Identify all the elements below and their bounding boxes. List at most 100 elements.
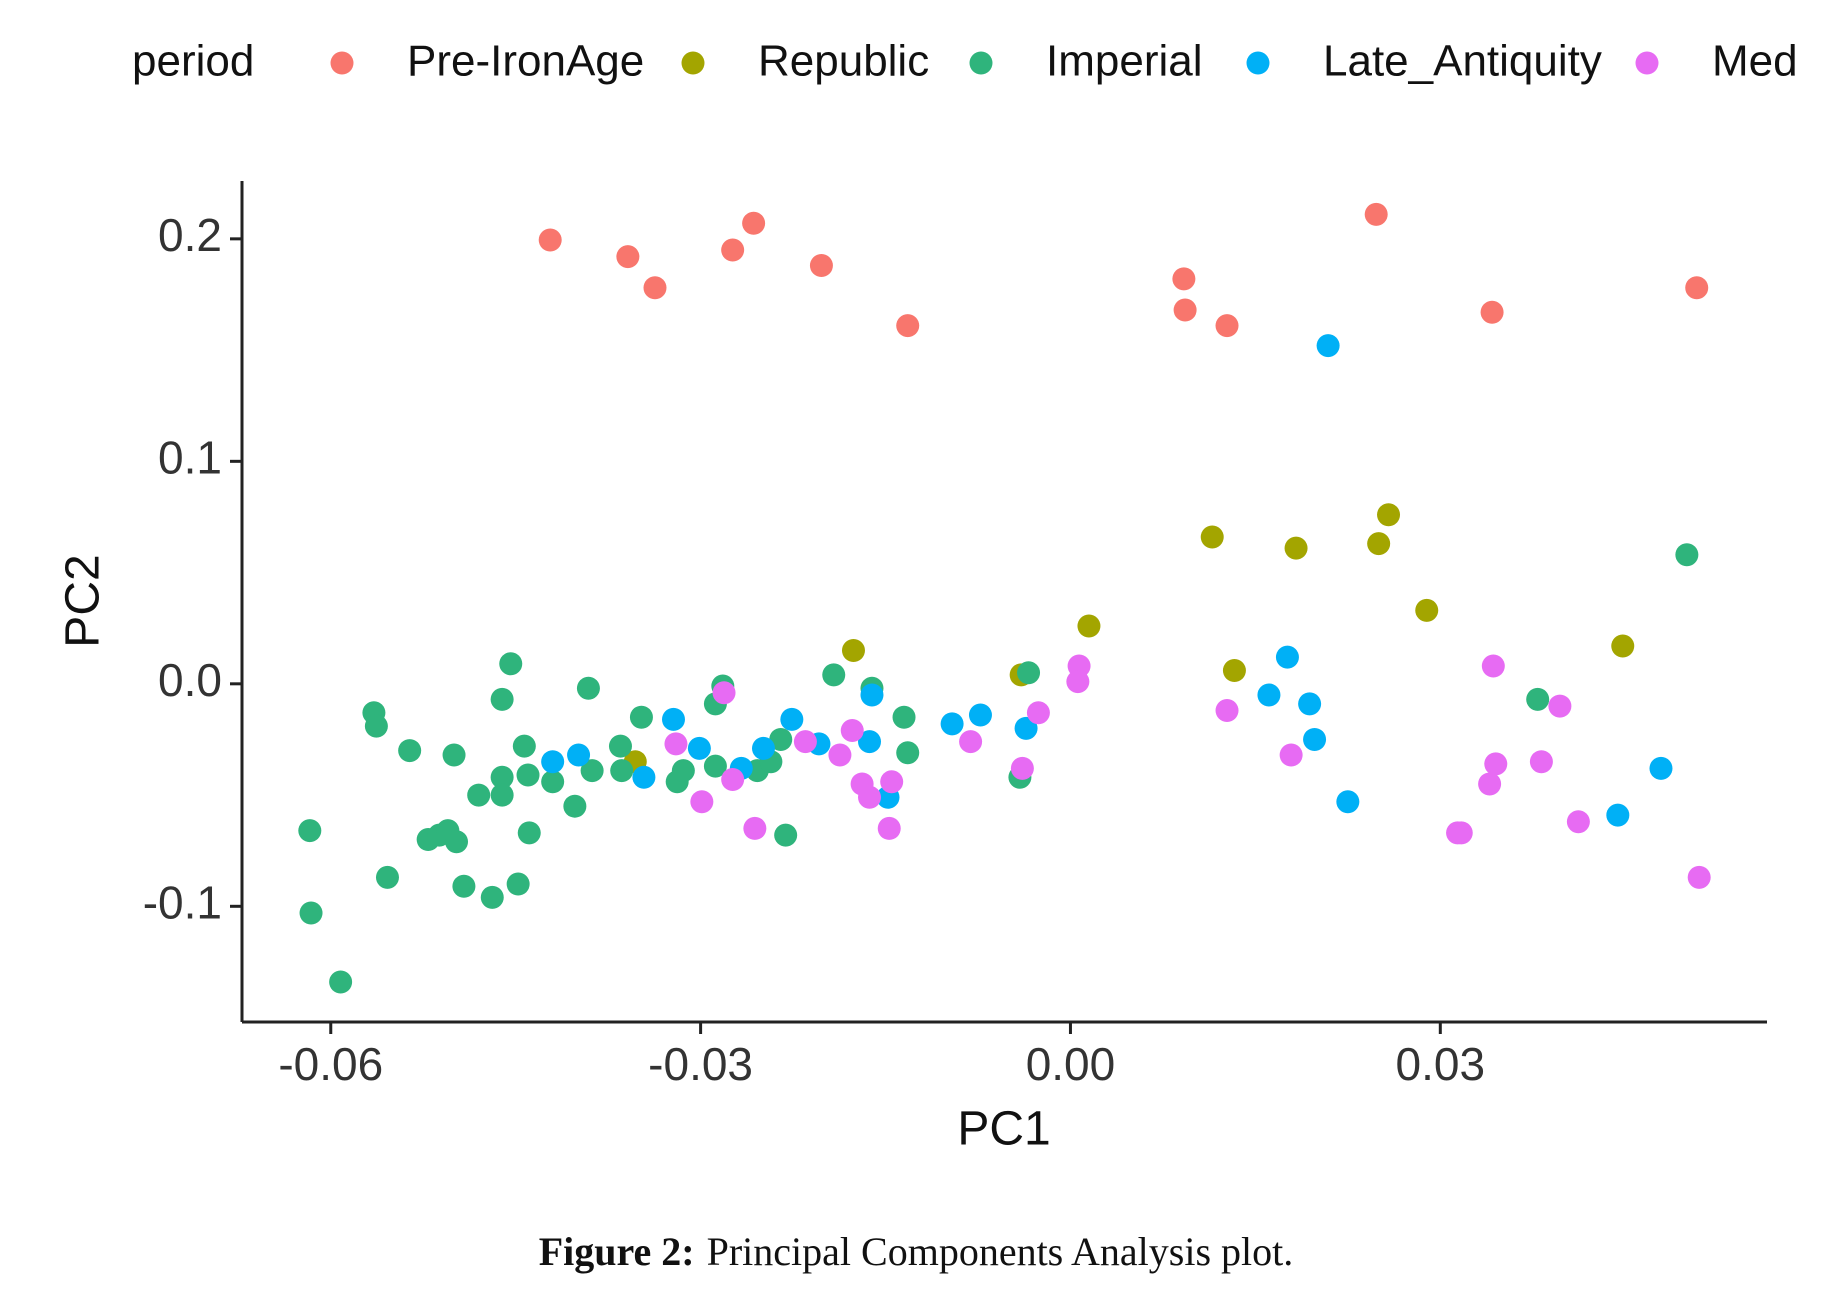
point [769,727,793,751]
y-tick-label: 0.2 [158,209,222,261]
point [608,734,632,758]
point [563,794,587,818]
point [1077,614,1101,638]
point [687,736,711,760]
point [1478,772,1502,796]
legend-marker [1246,51,1270,75]
point [506,872,530,896]
legend-marker [330,51,354,75]
point [1548,694,1572,718]
point [517,821,541,845]
y-tick-label: -0.1 [143,876,222,928]
point [858,785,882,809]
point [664,732,688,756]
legend-label: Pre-IronAge [407,37,644,86]
point [690,790,714,814]
point [1316,334,1340,358]
x-tick-label: 0.03 [1396,1038,1486,1090]
point [1298,692,1322,716]
point [398,739,422,763]
point [1215,314,1239,338]
point [774,823,798,847]
point [968,703,992,727]
point [1566,810,1590,834]
point [751,736,775,760]
point [959,730,983,754]
point [375,865,399,889]
point [364,714,388,738]
point [661,707,685,731]
y-tick-label: 0.1 [158,431,222,483]
point [809,254,833,278]
point [1480,300,1504,324]
point [1284,536,1308,560]
point [1415,598,1439,622]
point [721,238,745,262]
point [1687,865,1711,889]
point [877,816,901,840]
point [1275,645,1299,669]
point [538,228,562,252]
point [1377,503,1401,527]
y-tick-label: 0.0 [158,654,222,706]
point [1014,716,1038,740]
point [841,638,865,662]
point [840,719,864,743]
point [743,816,767,840]
y-axis-title: PC2 [57,554,110,647]
point [860,683,884,707]
point [828,743,852,767]
point [1685,276,1709,300]
point [467,783,491,807]
point [329,970,353,994]
point [1529,750,1553,774]
point [721,767,745,791]
point [1173,298,1197,322]
legend-marker [1635,51,1659,75]
point [490,687,514,711]
point [1481,654,1505,678]
point [1449,821,1473,845]
legend-label: Late_Antiquity [1323,37,1602,86]
point [610,759,634,783]
point [629,705,653,729]
legend-marker [681,51,705,75]
legend-label: Med [1712,37,1798,86]
point [480,885,504,909]
x-tick-label: 0.00 [1026,1038,1116,1090]
point [643,276,667,300]
point [1611,634,1635,658]
point [1367,532,1391,556]
point [896,314,920,338]
point [1675,543,1699,567]
point [822,663,846,687]
point [742,211,766,235]
point [1336,790,1360,814]
caption: Figure 2: Principal Components Analysis p… [539,1229,1294,1274]
point [712,681,736,705]
legend-marker [969,51,993,75]
point [858,730,882,754]
point [1010,756,1034,780]
point [499,652,523,676]
point [567,743,591,767]
point [299,901,323,925]
point [541,770,565,794]
point [940,712,964,736]
point [490,783,514,807]
point [1526,687,1550,711]
point [445,830,469,854]
point [1172,267,1196,291]
point [703,754,727,778]
point [1303,727,1327,751]
point [541,750,565,774]
point [1222,658,1246,682]
legend-label: Republic [758,37,929,86]
point [1215,699,1239,723]
point [1484,752,1508,776]
point [1364,202,1388,226]
point [1257,683,1281,707]
point [1279,743,1303,767]
legend-label: Imperial [1046,37,1203,86]
